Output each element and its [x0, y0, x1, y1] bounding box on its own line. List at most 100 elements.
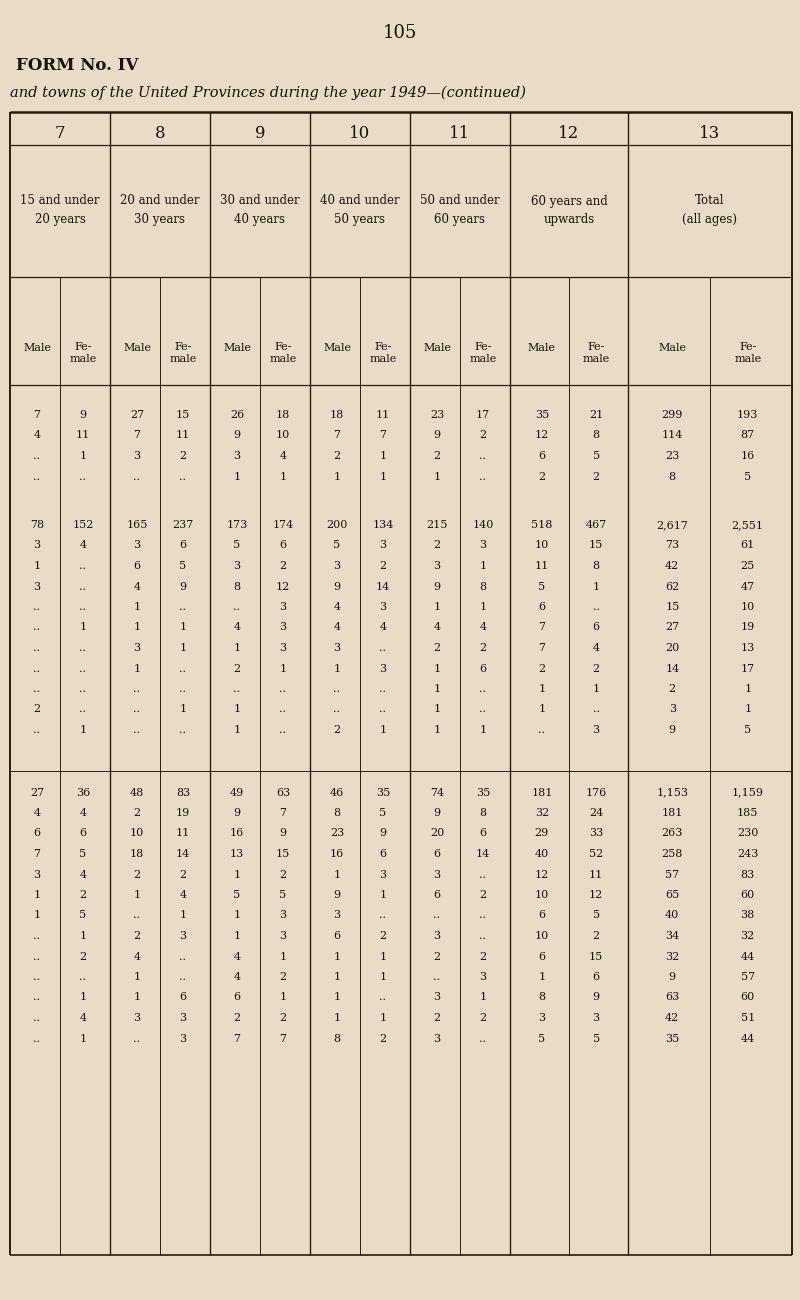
- Text: 1: 1: [179, 910, 186, 920]
- Text: 7: 7: [134, 430, 141, 441]
- Text: 1: 1: [79, 725, 86, 734]
- Text: 2: 2: [593, 663, 600, 673]
- Text: 258: 258: [662, 849, 683, 859]
- Text: 1: 1: [334, 972, 341, 982]
- Text: 2: 2: [593, 931, 600, 941]
- Text: 9: 9: [179, 581, 186, 592]
- Text: ..: ..: [34, 952, 41, 962]
- Text: 42: 42: [665, 562, 679, 571]
- Text: 1: 1: [434, 725, 441, 734]
- Text: ..: ..: [34, 725, 41, 734]
- Text: 1: 1: [34, 910, 41, 920]
- Text: 78: 78: [30, 520, 44, 530]
- Text: 4: 4: [179, 891, 186, 900]
- Text: 6: 6: [479, 663, 486, 673]
- Text: ..: ..: [34, 472, 41, 481]
- Text: 9: 9: [279, 828, 286, 838]
- Text: 6: 6: [179, 992, 186, 1002]
- Text: 87: 87: [741, 430, 754, 441]
- Text: 10: 10: [350, 125, 370, 142]
- Text: 2: 2: [134, 931, 141, 941]
- Text: 48: 48: [130, 788, 144, 797]
- Text: 7: 7: [34, 410, 41, 420]
- Text: ..: ..: [79, 705, 86, 715]
- Text: 5: 5: [744, 725, 751, 734]
- Text: 8: 8: [593, 562, 600, 571]
- Text: 49: 49: [230, 788, 244, 797]
- Text: 15: 15: [276, 849, 290, 859]
- Text: 83: 83: [741, 870, 755, 880]
- Text: ..: ..: [79, 472, 86, 481]
- Text: 5: 5: [379, 809, 386, 818]
- Text: 7: 7: [379, 430, 386, 441]
- Text: 6: 6: [479, 828, 486, 838]
- Text: 4: 4: [593, 644, 600, 653]
- Text: 10: 10: [741, 602, 755, 612]
- Text: 12: 12: [276, 581, 290, 592]
- Text: 5: 5: [279, 891, 286, 900]
- Text: 6: 6: [379, 849, 386, 859]
- Text: 7: 7: [538, 644, 546, 653]
- Text: 467: 467: [586, 520, 606, 530]
- Text: 11: 11: [589, 870, 603, 880]
- Text: 30 and under
40 years: 30 and under 40 years: [220, 195, 300, 225]
- Text: 9: 9: [434, 809, 441, 818]
- Text: 2: 2: [434, 451, 441, 462]
- Text: 11: 11: [450, 125, 470, 142]
- Text: 2: 2: [479, 644, 486, 653]
- Text: 6: 6: [134, 562, 141, 571]
- Text: 237: 237: [172, 520, 194, 530]
- Text: 1: 1: [744, 684, 751, 694]
- Text: 2: 2: [669, 684, 676, 694]
- Text: 1: 1: [79, 992, 86, 1002]
- Text: ..: ..: [479, 684, 486, 694]
- Text: ..: ..: [34, 1034, 41, 1044]
- Text: 200: 200: [326, 520, 348, 530]
- Text: 3: 3: [593, 1013, 600, 1023]
- Text: 35: 35: [665, 1034, 679, 1044]
- Text: 5: 5: [538, 581, 546, 592]
- Text: Fe-
male: Fe- male: [70, 342, 97, 364]
- Text: 36: 36: [76, 788, 90, 797]
- Text: 13: 13: [699, 125, 721, 142]
- Text: ..: ..: [34, 972, 41, 982]
- Text: 2: 2: [379, 562, 386, 571]
- Text: 1: 1: [379, 972, 386, 982]
- Text: 4: 4: [379, 623, 386, 633]
- Text: 21: 21: [589, 410, 603, 420]
- Text: 11: 11: [76, 430, 90, 441]
- Text: 7: 7: [34, 849, 41, 859]
- Text: Male: Male: [123, 343, 151, 354]
- Text: ..: ..: [79, 972, 86, 982]
- Text: 2: 2: [538, 472, 546, 481]
- Text: 1: 1: [79, 1034, 86, 1044]
- Text: 3: 3: [179, 1013, 186, 1023]
- Text: 5: 5: [79, 849, 86, 859]
- Text: 8: 8: [669, 472, 676, 481]
- Text: 1: 1: [334, 1013, 341, 1023]
- Text: ..: ..: [479, 451, 486, 462]
- Text: 7: 7: [234, 1034, 241, 1044]
- Text: 3: 3: [334, 644, 341, 653]
- Text: ..: ..: [434, 910, 441, 920]
- Text: 9: 9: [334, 581, 341, 592]
- Text: 4: 4: [279, 451, 286, 462]
- Text: 15 and under
20 years: 15 and under 20 years: [20, 195, 100, 225]
- Text: 16: 16: [330, 849, 344, 859]
- Text: 3: 3: [379, 602, 386, 612]
- Text: Male: Male: [658, 343, 686, 354]
- Text: 3: 3: [379, 663, 386, 673]
- Text: 2: 2: [179, 451, 186, 462]
- Text: 3: 3: [279, 623, 286, 633]
- Text: 15: 15: [589, 952, 603, 962]
- Text: 1: 1: [134, 972, 141, 982]
- Text: 2: 2: [434, 541, 441, 550]
- Text: 20: 20: [430, 828, 444, 838]
- Text: ..: ..: [379, 684, 386, 694]
- Text: Male: Male: [323, 343, 351, 354]
- Text: 2: 2: [279, 562, 286, 571]
- Text: 263: 263: [662, 828, 683, 838]
- Text: 44: 44: [741, 952, 755, 962]
- Text: 51: 51: [741, 1013, 755, 1023]
- Text: 1: 1: [593, 581, 600, 592]
